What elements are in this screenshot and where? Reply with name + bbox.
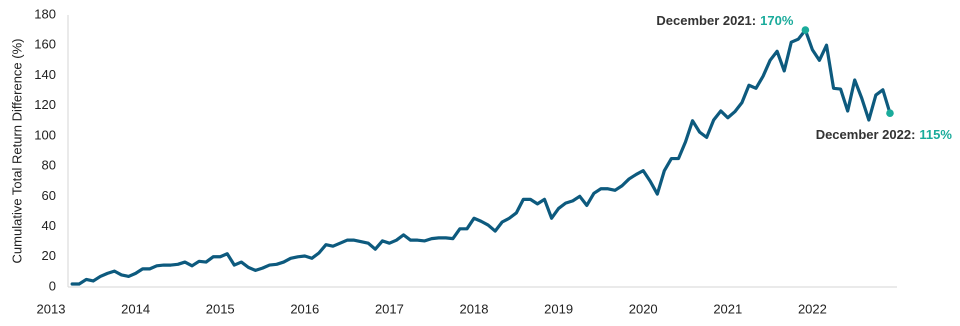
y-tick-label: 180 bbox=[34, 6, 56, 21]
x-tick-label: 2014 bbox=[121, 301, 150, 316]
annotation-value: 115% bbox=[919, 128, 952, 143]
y-tick-label: 40 bbox=[42, 218, 56, 233]
x-tick-label: 2022 bbox=[798, 301, 827, 316]
x-tick-label: 2019 bbox=[544, 301, 573, 316]
annotation-marker bbox=[886, 109, 894, 118]
series-line bbox=[70, 28, 892, 286]
y-axis-label: Cumulative Total Return Difference (%) bbox=[9, 39, 24, 264]
y-tick-label: 80 bbox=[42, 158, 56, 173]
y-tick-label: 100 bbox=[34, 127, 56, 142]
y-tick-label: 140 bbox=[34, 67, 56, 82]
y-tick-label: 60 bbox=[42, 188, 56, 203]
annotation-value: 170% bbox=[760, 14, 794, 29]
annotation: December 2021: 170% bbox=[656, 14, 793, 29]
y-tick-label: 120 bbox=[34, 97, 56, 112]
x-tick-label: 2020 bbox=[629, 301, 658, 316]
x-tick-label: 2015 bbox=[206, 301, 235, 316]
x-tick-label: 2017 bbox=[375, 301, 404, 316]
annotation-text: December 2021: bbox=[656, 14, 756, 29]
x-tick-label: 2013 bbox=[37, 301, 66, 316]
x-tick-label: 2018 bbox=[460, 301, 489, 316]
y-tick-label: 20 bbox=[42, 248, 56, 263]
y-tick-label: 160 bbox=[34, 37, 56, 52]
y-tick-label: 0 bbox=[49, 278, 56, 293]
x-tick-label: 2021 bbox=[713, 301, 742, 316]
annotation-marker bbox=[801, 26, 810, 34]
x-tick-label: 2016 bbox=[290, 301, 319, 316]
annotation: December 2022: 115% bbox=[816, 128, 953, 143]
annotation-text: December 2022: bbox=[816, 128, 916, 143]
